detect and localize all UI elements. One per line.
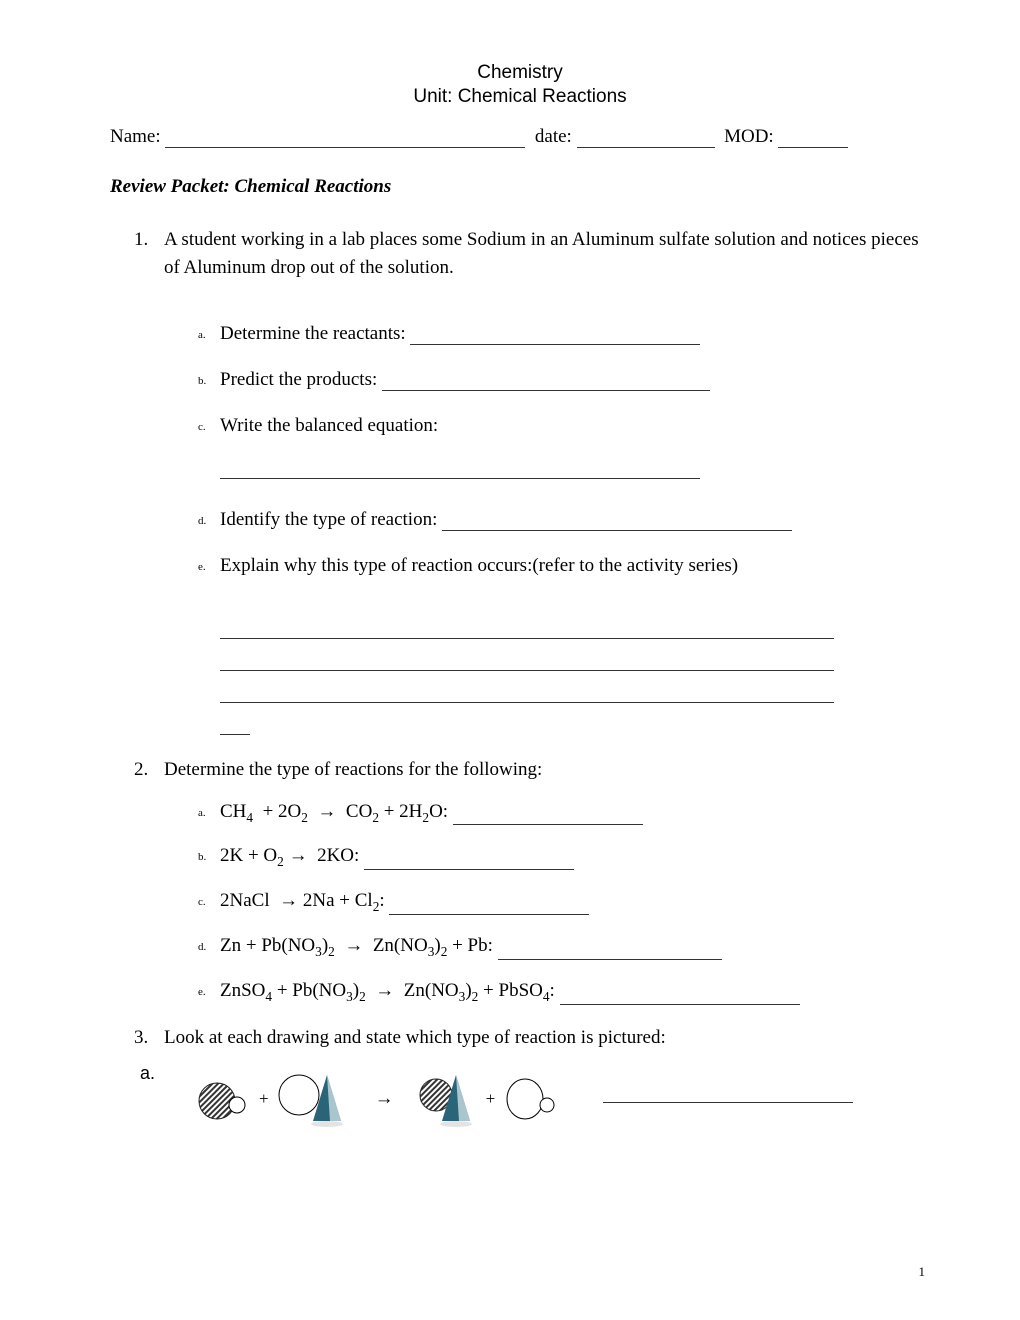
q1-number: 1.: [110, 226, 164, 283]
page-subtitle: Unit: Chemical Reactions: [110, 86, 930, 108]
q2-text: Determine the type of reactions for the …: [164, 759, 542, 781]
product-2: [503, 1075, 559, 1123]
q1-sub-c: c. Write the balanced equation:: [188, 415, 930, 485]
q1d-text: Identify the type of reaction:: [220, 509, 437, 530]
q2-sub-e: e. ZnSO4 + Pb(NO3)2 → Zn(NO3)2 + PbSO4:: [188, 980, 930, 1005]
q1-sub-e: e. Explain why this type of reaction occ…: [188, 555, 930, 735]
question-2: 2. Determine the type of reactions for t…: [110, 759, 930, 781]
sub-letter: b.: [188, 845, 220, 870]
mod-label: MOD:: [724, 126, 774, 147]
q3a-label: a.: [140, 1063, 155, 1084]
sub-letter: a.: [188, 323, 220, 345]
q2-sub-b: b. 2K + O2 → 2KO:: [188, 845, 930, 870]
explain-blank-lines: [220, 607, 930, 703]
equation-blank-line: [220, 461, 700, 479]
question-3: 3. Look at each drawing and state which …: [110, 1027, 930, 1049]
reactant-1: [197, 1075, 251, 1123]
eq-2c: 2NaCl → 2Na + Cl2:: [220, 890, 389, 911]
packet-title: Review Packet: Chemical Reactions: [110, 176, 930, 198]
question-1: 1. A student working in a lab places som…: [110, 226, 930, 283]
name-label: Name:: [110, 126, 161, 147]
q1-sub-d: d. Identify the type of reaction:: [188, 509, 930, 531]
arrow-icon: →: [375, 1088, 394, 1110]
q1a-text: Determine the reactants:: [220, 323, 406, 344]
sub-letter: e.: [188, 555, 220, 735]
page-title: Chemistry: [110, 60, 930, 86]
eq-2e: ZnSO4 + Pb(NO3)2 → Zn(NO3)2 + PbSO4:: [220, 980, 560, 1001]
eq-2a: CH4 + 2O2 → CO2 + 2H2O:: [220, 801, 453, 822]
q3-text: Look at each drawing and state which typ…: [164, 1027, 666, 1049]
eq-2b: 2K + O2 → 2KO:: [220, 845, 364, 866]
q1b-text: Predict the products:: [220, 369, 377, 390]
q1e-text: Explain why this type of reaction occurs…: [220, 555, 738, 576]
eq-2d: Zn + Pb(NO3)2 → Zn(NO3)2 + Pb:: [220, 935, 498, 956]
sub-letter: c.: [188, 415, 220, 485]
date-label: date:: [535, 126, 572, 147]
plus-icon: +: [486, 1089, 496, 1109]
page-number: 1: [919, 1264, 926, 1280]
sub-letter: d.: [188, 509, 220, 531]
q2-sub-d: d. Zn + Pb(NO3)2 → Zn(NO3)2 + Pb:: [188, 935, 930, 960]
sub-letter: d.: [188, 935, 220, 960]
sub-letter: a.: [188, 801, 220, 826]
q1-text: A student working in a lab places some S…: [164, 226, 930, 283]
sub-letter: c.: [188, 890, 220, 915]
product-1: [418, 1069, 478, 1129]
reactant-2: [277, 1069, 351, 1129]
name-date-mod-line: Name: date: MOD:: [110, 126, 930, 148]
q2-sub-a: a. CH4 + 2O2 → CO2 + 2H2O:: [188, 801, 930, 826]
short-blank-line: [220, 715, 250, 735]
q1-sub-b: b. Predict the products:: [188, 369, 930, 391]
sub-letter: e.: [188, 980, 220, 1005]
q3-number: 3.: [110, 1027, 164, 1049]
q1c-text: Write the balanced equation:: [220, 415, 438, 436]
q2-sub-c: c. 2NaCl → 2Na + Cl2:: [188, 890, 930, 915]
q3a-answer-line: [603, 1099, 853, 1103]
sub-letter: b.: [188, 369, 220, 391]
q3-diagram-row: a. + →: [140, 1069, 930, 1129]
q2-number: 2.: [110, 759, 164, 781]
q1-sub-a: a. Determine the reactants:: [188, 323, 930, 345]
plus-icon: +: [259, 1089, 269, 1109]
